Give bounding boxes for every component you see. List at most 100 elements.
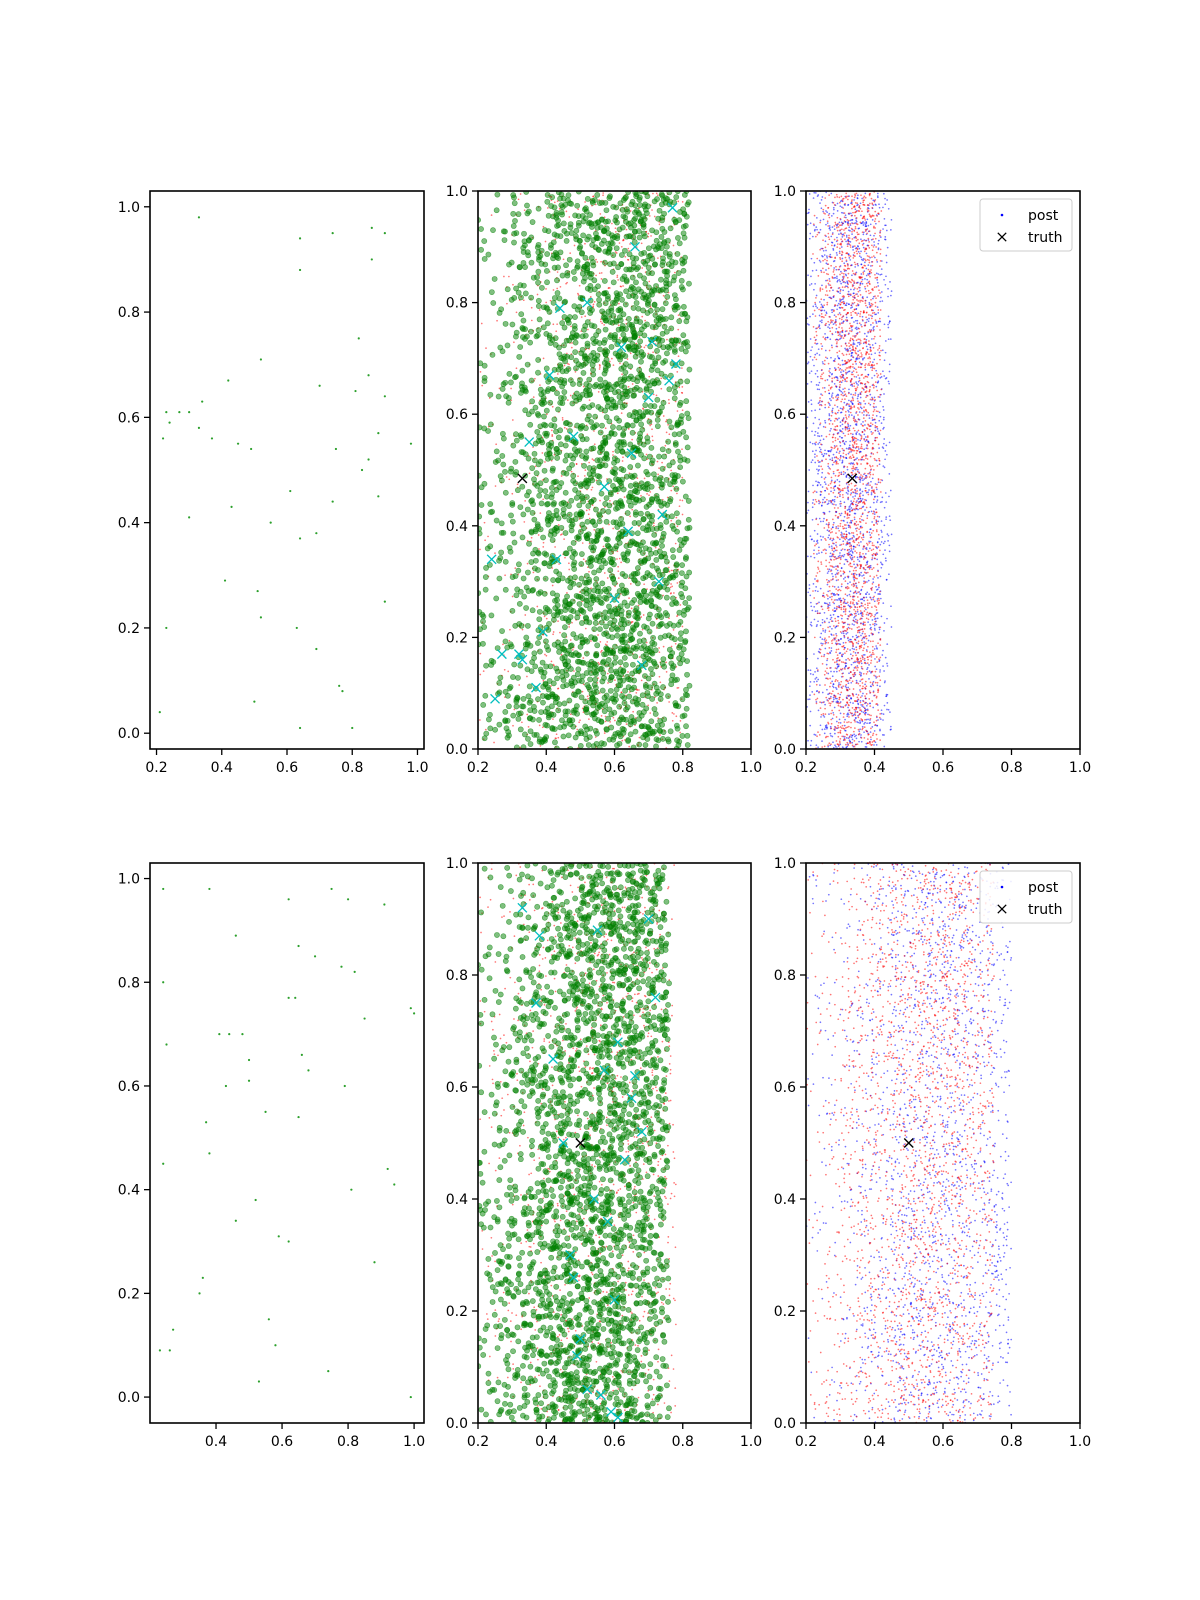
data-point [616,558,618,560]
y-tick-label: 0.4 [118,516,140,532]
data-point [571,621,573,624]
data-point [661,210,667,217]
data-point [619,362,621,365]
data-point [545,455,551,462]
data-point [552,323,555,326]
data-point [675,448,681,455]
data-point [652,393,655,396]
data-point [812,499,815,501]
data-point [636,477,639,479]
data-point [888,473,891,475]
data-point [651,198,658,205]
data-point [603,661,610,668]
data-point [587,513,590,516]
x-marker [630,241,640,252]
data-point [550,429,553,432]
data-point [595,246,602,253]
data-point [599,687,606,694]
data-point [551,231,558,238]
data-point [487,725,494,732]
data-point [663,476,670,483]
data-point [828,367,831,370]
data-point [598,368,601,370]
data-point [590,743,597,749]
data-point [669,522,676,529]
data-point [560,506,567,513]
data-point [823,638,826,641]
data-point [630,305,637,311]
data-point [878,628,881,631]
data-point [582,698,589,705]
data-point [596,518,603,525]
data-point [840,512,843,515]
data-point [635,615,641,622]
data-point [833,521,835,524]
data-point [848,444,851,447]
data-point [815,269,818,272]
data-point [863,356,866,359]
data-point [594,736,597,738]
data-point [643,346,646,349]
data-point [887,287,889,290]
data-point [657,621,664,628]
data-point [668,424,675,431]
data-point [828,327,831,330]
data-point [569,394,572,397]
data-point [492,726,499,733]
data-point [602,586,608,593]
data-point [227,379,230,382]
data-point [614,219,620,226]
data-point [563,238,570,244]
data-point [630,607,633,610]
data-point [651,439,654,442]
data-point [528,377,535,384]
data-point [672,259,679,266]
data-point [633,541,640,547]
data-point [550,239,557,246]
data-point [665,736,671,743]
data-point [680,267,687,274]
data-point [674,251,681,257]
data-point [649,255,656,262]
data-point [622,456,624,459]
data-point [658,651,661,654]
data-point [541,590,548,597]
plot-area [158,216,413,730]
data-point [598,363,601,366]
data-point [515,715,522,722]
data-point [516,561,522,568]
data-point [188,516,191,519]
data-point [652,351,654,354]
data-point [513,285,519,292]
data-point [856,556,859,559]
data-point [868,540,870,543]
data-point [588,508,591,511]
data-point [484,728,487,731]
data-point [847,682,850,685]
data-point [540,683,547,690]
data-point [641,275,647,282]
data-point [683,705,690,712]
data-point [569,682,576,689]
data-point [521,731,528,738]
data-point [602,337,608,343]
data-point [879,669,881,671]
data-point [552,718,554,720]
data-point [631,520,638,526]
data-point [561,324,568,331]
data-point [610,519,617,526]
data-point [551,295,558,301]
data-point [649,696,656,702]
data-point [863,448,865,451]
data-point [351,726,354,730]
data-point [601,278,608,284]
data-point [662,199,669,206]
data-point [656,194,659,197]
data-point [603,414,610,421]
data-point [595,274,597,277]
data-point [822,249,825,252]
data-point [666,191,673,196]
data-point [377,495,380,498]
data-point [830,545,833,548]
data-point [596,567,602,574]
